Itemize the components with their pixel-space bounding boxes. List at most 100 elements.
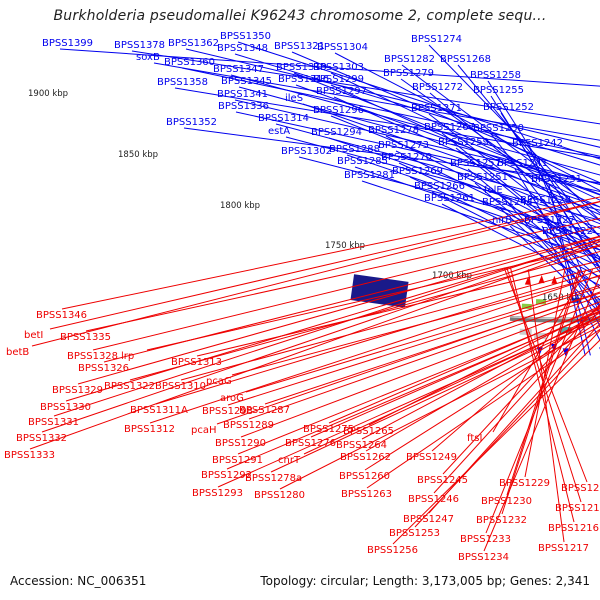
forward-gene-label[interactable]: nirB — [492, 215, 512, 226]
reverse-gene-label[interactable]: BPSS1326 — [78, 363, 129, 374]
forward-gene-label[interactable]: BPSS1316 — [278, 74, 329, 85]
reverse-gene-label[interactable]: pcaH — [191, 425, 217, 436]
reverse-gene-label[interactable]: BPSS1215 — [555, 503, 600, 514]
reverse-gene-label[interactable]: BPSS1229 — [499, 478, 550, 489]
reverse-gene-label[interactable]: BPSS1280 — [254, 490, 305, 501]
reverse-gene-label[interactable]: BPSS1265 — [343, 426, 394, 437]
forward-gene-label[interactable]: BPSS1259 — [438, 137, 489, 148]
forward-gene-label[interactable]: BPSS1358 — [157, 77, 208, 88]
forward-gene-label[interactable]: BPSS1281 — [344, 170, 395, 181]
reverse-gene-label[interactable]: BPSS1290 — [215, 438, 266, 449]
forward-gene-label[interactable]: BPSS1399 — [42, 38, 93, 49]
reverse-gene-label[interactable]: betB — [6, 347, 29, 358]
reverse-gene-label[interactable]: BPSS1262 — [340, 452, 391, 463]
forward-gene-label[interactable]: BPSS1296 — [313, 105, 364, 116]
forward-gene-label[interactable]: BPSS1302 — [281, 146, 332, 157]
reverse-gene-label[interactable]: lrp — [121, 351, 134, 362]
reverse-gene-label[interactable]: BPSS1298 — [202, 406, 253, 417]
reverse-gene-label[interactable]: BPSS1310 — [155, 381, 206, 392]
reverse-gene-label[interactable]: BPSS1322 — [104, 381, 155, 392]
forward-gene-label[interactable]: BPSS1278 — [368, 125, 419, 136]
reverse-gene-label[interactable]: BPSS1278a — [245, 473, 302, 484]
forward-gene-label[interactable]: BPSS1227 — [524, 215, 575, 226]
forward-gene-label[interactable]: BPSS1336 — [218, 101, 269, 112]
forward-gene-label[interactable]: BPSS1282 — [384, 54, 435, 65]
reverse-gene-label[interactable]: BPSS1260 — [339, 471, 390, 482]
reverse-gene-label[interactable]: BPSS1247 — [403, 514, 454, 525]
reverse-gene-label[interactable]: BPSS1216 — [548, 523, 599, 534]
reverse-gene-label[interactable]: BPSS1312 — [124, 424, 175, 435]
reverse-gene-label[interactable]: ftsI — [467, 433, 482, 444]
forward-gene-label[interactable]: BPSS1250 — [473, 123, 524, 134]
reverse-gene-label[interactable]: BPSS1287 — [239, 405, 290, 416]
reverse-gene-label[interactable]: BPSS1311A — [130, 405, 188, 416]
forward-gene-label[interactable]: BPSS1267 — [424, 122, 475, 133]
reverse-gene-label[interactable]: BPSS1328 — [67, 351, 118, 362]
reverse-gene-label[interactable]: BPSS1289 — [223, 420, 274, 431]
reverse-gene-label[interactable]: BPSS1332 — [16, 433, 67, 444]
reverse-gene-label[interactable]: BPSS1214 — [561, 483, 600, 494]
forward-gene-label[interactable]: BPSS1294 — [311, 127, 362, 138]
forward-gene-label[interactable]: BPSS1285 — [337, 156, 388, 167]
reverse-gene-label[interactable]: BPSS1253 — [389, 528, 440, 539]
forward-gene-label[interactable]: BPSS1222 — [542, 226, 593, 237]
forward-gene-label[interactable]: BPSS1258 — [470, 70, 521, 81]
forward-gene-label[interactable]: folE — [484, 185, 503, 196]
forward-gene-label[interactable]: BPSS1378 — [114, 40, 165, 51]
reverse-gene-label[interactable]: betI — [24, 330, 43, 341]
forward-gene-label[interactable]: estA — [268, 126, 290, 137]
reverse-gene-label[interactable]: BPSS1292 — [201, 470, 252, 481]
reverse-gene-label[interactable]: BPSS1330 — [40, 402, 91, 413]
forward-gene-label[interactable]: BPSS1244 — [482, 197, 533, 208]
forward-gene-label[interactable]: BPSS1297 — [316, 86, 367, 97]
forward-gene-label[interactable]: BPSS1299 — [313, 74, 364, 85]
reverse-gene-label[interactable]: BPSS1217 — [538, 543, 589, 554]
reverse-gene-label[interactable]: BPSS1232 — [476, 515, 527, 526]
forward-gene-label[interactable]: soxB — [136, 52, 160, 63]
forward-gene-label[interactable]: BPSS1360 — [164, 57, 215, 68]
reverse-gene-label[interactable]: BPSS1234 — [458, 552, 509, 563]
forward-gene-label[interactable]: BPSS1228 — [520, 195, 571, 206]
reverse-gene-label[interactable]: BPSS1331 — [28, 417, 79, 428]
reverse-gene-label[interactable]: BPSS1291 — [212, 455, 263, 466]
forward-gene-label[interactable]: BPSS1261 — [424, 193, 475, 204]
forward-gene-label[interactable]: BPSS1362 — [168, 38, 219, 49]
reverse-gene-label[interactable]: BPSS1276 — [285, 438, 336, 449]
reverse-gene-label[interactable]: BPSS1275 — [303, 424, 354, 435]
forward-gene-label[interactable]: BPSS1304 — [317, 42, 368, 53]
reverse-gene-label[interactable]: BPSS1313 — [171, 357, 222, 368]
reverse-gene-label[interactable]: aroG — [220, 393, 244, 404]
reverse-gene-label[interactable]: BPSS1293 — [192, 488, 243, 499]
forward-gene-label[interactable]: BPSS1319 — [276, 62, 327, 73]
forward-gene-label[interactable]: ileS — [285, 93, 303, 104]
reverse-gene-label[interactable]: cnrT — [278, 455, 301, 466]
forward-gene-label[interactable]: BPSS1288 — [329, 144, 380, 155]
reverse-gene-label[interactable]: BPSS1335 — [60, 332, 111, 343]
forward-gene-label[interactable]: BPSS1271 — [411, 103, 462, 114]
reverse-gene-label[interactable]: BPSS1256 — [367, 545, 418, 556]
reverse-gene-label[interactable]: BPSS1346 — [36, 310, 87, 321]
reverse-gene-label[interactable]: BPSS1245 — [417, 475, 468, 486]
forward-gene-label[interactable]: BPSS1252 — [483, 102, 534, 113]
forward-gene-label[interactable]: BPSS1266 — [414, 181, 465, 192]
reverse-gene-label[interactable]: BPSS1246 — [408, 494, 459, 505]
forward-gene-label[interactable]: BPSS1273 — [378, 140, 429, 151]
forward-gene-label[interactable]: BPSS1257 — [450, 158, 501, 169]
forward-gene-label[interactable]: BPSS1321 — [274, 41, 325, 52]
forward-gene-label[interactable]: BPSS1274 — [411, 34, 462, 45]
reverse-gene-label[interactable]: BPSS1263 — [341, 489, 392, 500]
reverse-gene-label[interactable]: BPSS1230 — [481, 496, 532, 507]
forward-gene-label[interactable]: BPSS1241 — [497, 158, 548, 169]
forward-gene-label[interactable]: BPSS1352 — [166, 117, 217, 128]
forward-gene-label[interactable]: BPSS1242 — [512, 138, 563, 149]
forward-gene-label[interactable]: BPSS1269 — [392, 166, 443, 177]
forward-gene-label[interactable]: BPSS1255 — [473, 85, 524, 96]
forward-gene-label[interactable]: BPSS1268 — [440, 54, 491, 65]
forward-gene-label[interactable]: BPSS1279 — [383, 68, 434, 79]
forward-gene-label[interactable]: BPSS1348 — [217, 43, 268, 54]
forward-gene-label[interactable]: BPSS1347 — [213, 64, 264, 75]
reverse-gene-label[interactable]: pcaG — [206, 376, 232, 387]
reverse-gene-label[interactable]: BPSS1233 — [460, 534, 511, 545]
reverse-gene-label[interactable]: BPSS1333 — [4, 450, 55, 461]
